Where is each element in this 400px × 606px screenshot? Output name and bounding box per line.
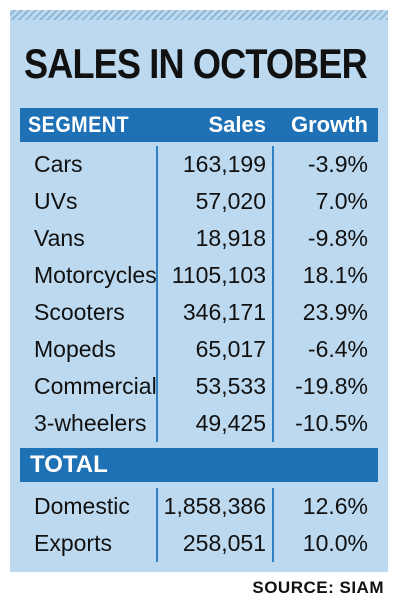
segment-cell: Vans xyxy=(34,225,85,251)
growth-cell: 23.9% xyxy=(302,299,368,325)
growth-cell: -6.4% xyxy=(307,336,368,362)
sales-cell: 258,051 xyxy=(182,530,266,556)
sales-cell: 57,020 xyxy=(195,188,266,214)
segment-cell: UVs xyxy=(34,188,78,214)
growth-cell: -9.8% xyxy=(307,225,368,251)
sales-cell: 346,171 xyxy=(182,299,266,325)
growth-cell: 18.1% xyxy=(302,262,368,288)
header-growth: Growth xyxy=(291,112,368,137)
infographic-panel: SALES IN OCTOBER SEGMENT Sales Growth Ca… xyxy=(10,10,388,572)
growth-cell: -10.5% xyxy=(295,410,368,436)
segment-cell: Motorcycles xyxy=(34,262,157,288)
sales-cell: 49,425 xyxy=(195,410,266,436)
table-row: Mopeds 65,017 -6.4% xyxy=(20,331,378,368)
header-segment: SEGMENT xyxy=(28,112,130,137)
total-label: TOTAL xyxy=(30,451,108,478)
segment-cell: Cars xyxy=(34,151,83,177)
table-row: Commercial 53,533 -19.8% xyxy=(20,368,378,405)
table-row: Exports 258,051 10.0% xyxy=(20,525,378,562)
column-divider xyxy=(272,488,274,562)
column-divider xyxy=(156,146,158,442)
sales-table: SEGMENT Sales Growth Cars 163,199 -3.9% … xyxy=(20,108,378,562)
page-title: SALES IN OCTOBER xyxy=(24,40,368,87)
sales-cell: 1105,103 xyxy=(171,262,266,288)
total-header: TOTAL xyxy=(20,448,378,482)
growth-cell: -3.9% xyxy=(307,151,368,177)
table-row: Cars 163,199 -3.9% xyxy=(20,146,378,183)
table-row: UVs 57,020 7.0% xyxy=(20,183,378,220)
sales-cell: 1,858,386 xyxy=(163,493,266,519)
source-credit: SOURCE: SIAM xyxy=(252,578,384,597)
total-rows: Domestic 1,858,386 12.6% Exports 258,051… xyxy=(20,488,378,562)
table-row: Motorcycles 1105,103 18.1% xyxy=(20,257,378,294)
segment-cell: Scooters xyxy=(34,299,125,325)
segment-cell: 3-wheelers xyxy=(34,410,147,436)
segment-cell: Commercial xyxy=(34,373,157,399)
table-row: 3-wheelers 49,425 -10.5% xyxy=(20,405,378,442)
table-row: Vans 18,918 -9.8% xyxy=(20,220,378,257)
segment-cell: Mopeds xyxy=(34,336,116,362)
column-divider xyxy=(272,146,274,442)
sales-cell: 18,918 xyxy=(195,225,266,251)
table-row: Domestic 1,858,386 12.6% xyxy=(20,488,378,525)
sales-cell: 163,199 xyxy=(182,151,266,177)
header-sales: Sales xyxy=(208,112,267,137)
table-header: SEGMENT Sales Growth xyxy=(20,108,378,142)
growth-cell: 10.0% xyxy=(302,530,368,556)
top-stripe xyxy=(10,10,388,20)
column-divider xyxy=(156,488,158,562)
sales-cell: 65,017 xyxy=(195,336,266,362)
segment-cell: Exports xyxy=(34,530,112,556)
segment-rows: Cars 163,199 -3.9% UVs 57,020 7.0% Vans … xyxy=(20,146,378,442)
growth-cell: 7.0% xyxy=(315,188,368,214)
table-row: Scooters 346,171 23.9% xyxy=(20,294,378,331)
growth-cell: 12.6% xyxy=(302,493,368,519)
growth-cell: -19.8% xyxy=(295,373,368,399)
segment-cell: Domestic xyxy=(34,493,130,519)
sales-cell: 53,533 xyxy=(195,373,266,399)
